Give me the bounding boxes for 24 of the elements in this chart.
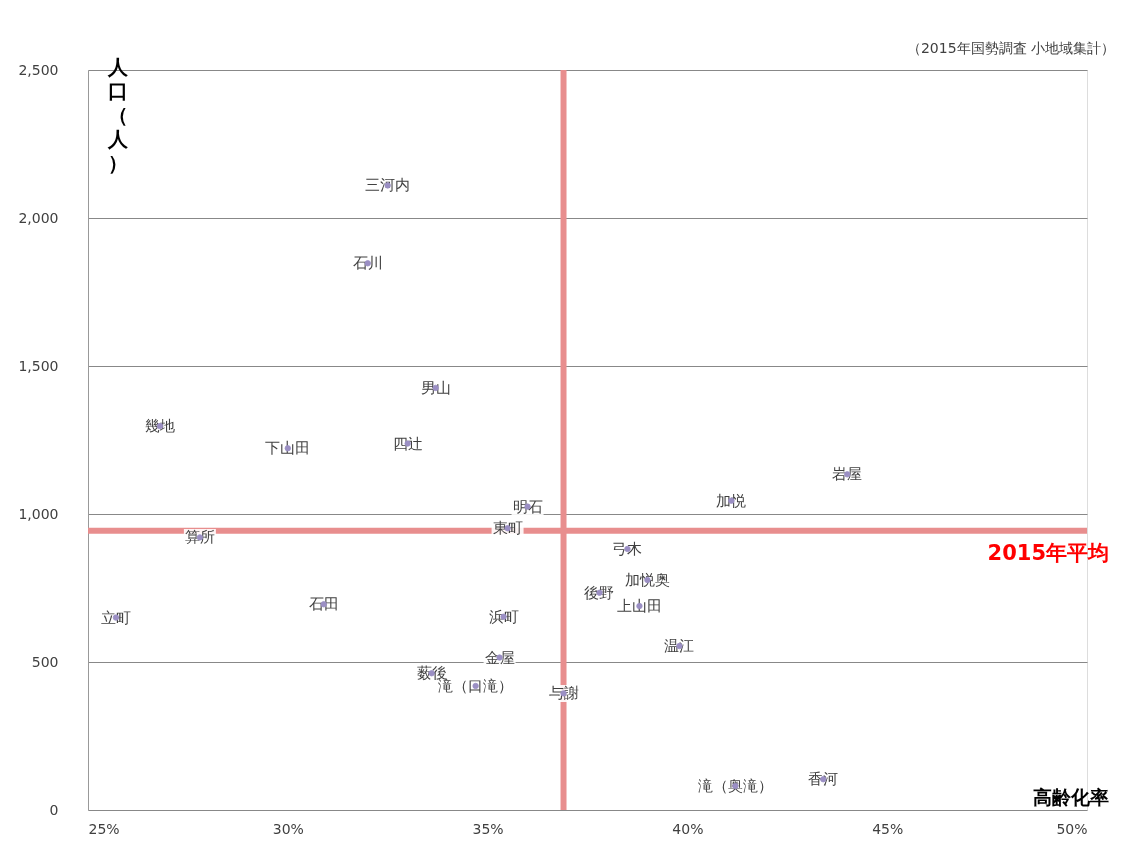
x-tick-label: 50% xyxy=(1056,820,1088,837)
annotation: 岩屋 xyxy=(832,465,863,484)
y-axis-title: 人口（人） xyxy=(107,55,129,175)
y-tick-label: 2,000 xyxy=(18,209,59,226)
x-tick-label: 30% xyxy=(272,820,304,837)
annotation: 幾地 xyxy=(144,417,175,436)
text: （2015年国勢調査 小地域集計） xyxy=(906,40,1115,56)
x-tick-label: 45% xyxy=(872,820,904,837)
x-axis-title: 高齢化率 xyxy=(1033,786,1109,808)
annotation: 石川 xyxy=(352,254,383,273)
annotation: 後野 xyxy=(584,583,615,602)
y-tick-label: 1,000 xyxy=(18,505,59,522)
annotation: 弓木 xyxy=(612,539,643,558)
y-tick-label: 0 xyxy=(49,801,59,818)
y-tick-label: 500 xyxy=(31,653,59,670)
annotation: 男山 xyxy=(420,378,451,397)
y-tick-label: 2,500 xyxy=(18,61,59,78)
annotation: 香河 xyxy=(808,770,839,789)
ref-line-label: 2015年平均 xyxy=(987,540,1109,565)
annotation: 温江 xyxy=(664,637,695,656)
x-tick-label: 40% xyxy=(672,820,704,837)
x-tick-label: 25% xyxy=(88,820,120,837)
x-tick-label: 35% xyxy=(472,820,504,837)
y-tick-label: 1,500 xyxy=(18,357,59,374)
